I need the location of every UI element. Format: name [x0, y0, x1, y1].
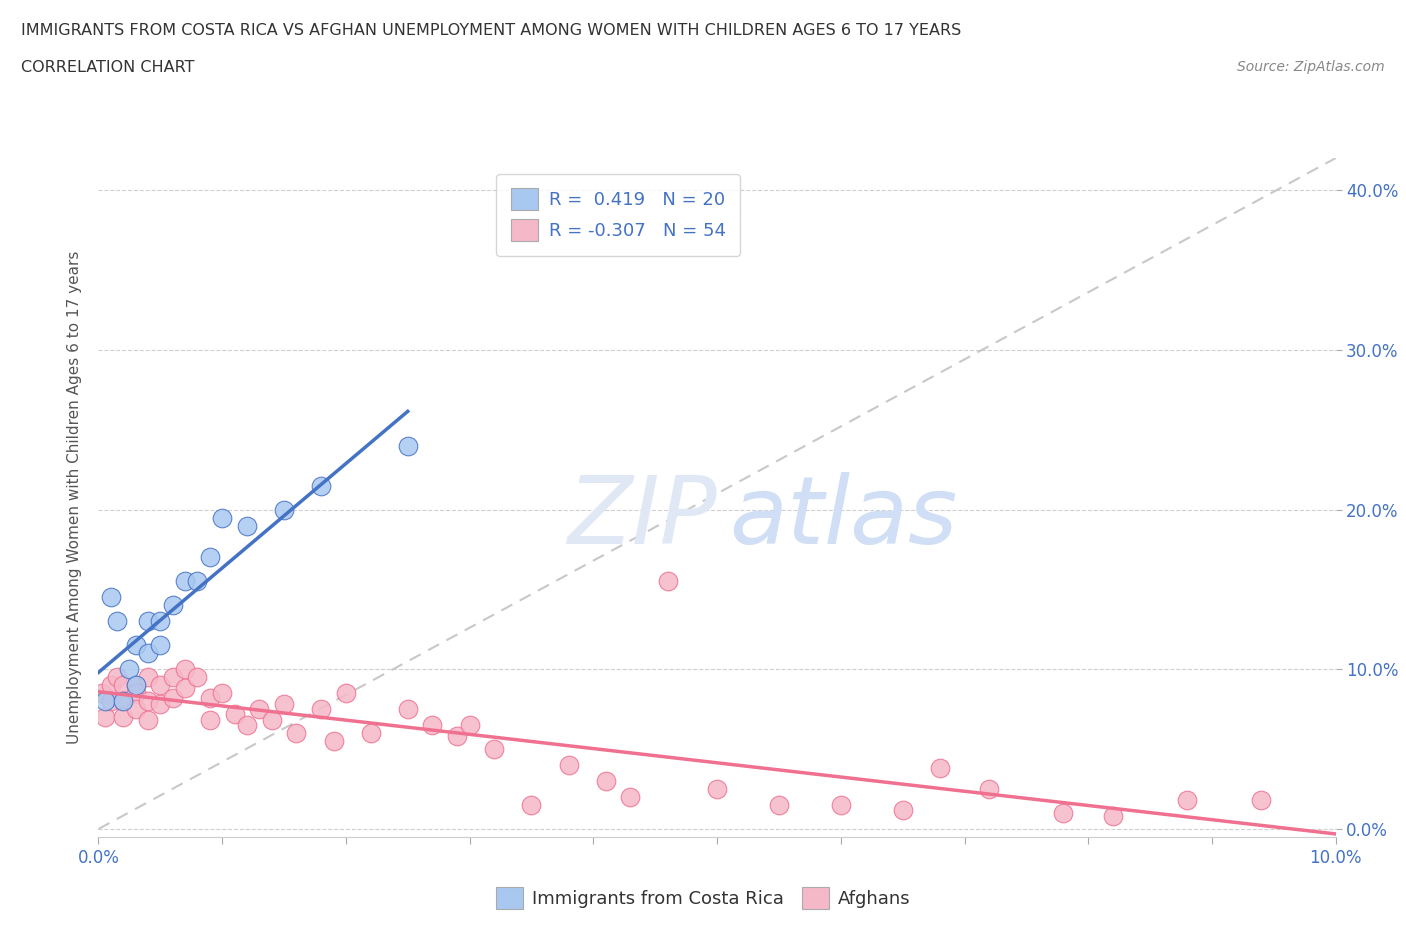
Point — [706, 781, 728, 796]
Point — [198, 691, 221, 706]
Point — [309, 478, 332, 493]
Point — [186, 670, 208, 684]
Point — [118, 662, 141, 677]
Text: atlas: atlas — [730, 472, 957, 564]
Point — [768, 798, 790, 813]
Point — [105, 614, 128, 629]
Point — [100, 694, 122, 709]
Point — [224, 707, 246, 722]
Point — [100, 678, 122, 693]
Point — [360, 725, 382, 740]
Point — [198, 550, 221, 565]
Point — [236, 518, 259, 533]
Point — [112, 678, 135, 693]
Point — [162, 691, 184, 706]
Point — [174, 574, 197, 589]
Point — [124, 678, 146, 693]
Point — [446, 729, 468, 744]
Point — [1102, 809, 1125, 824]
Point — [273, 697, 295, 711]
Point — [136, 614, 159, 629]
Point — [520, 798, 543, 813]
Point — [557, 758, 579, 773]
Point — [136, 713, 159, 728]
Point — [149, 697, 172, 711]
Point — [124, 638, 146, 653]
Point — [830, 798, 852, 813]
Point — [198, 713, 221, 728]
Point — [149, 638, 172, 653]
Point — [928, 761, 950, 776]
Point — [1052, 805, 1074, 820]
Point — [322, 734, 344, 749]
Point — [149, 678, 172, 693]
Text: ZIP: ZIP — [568, 472, 717, 564]
Point — [236, 718, 259, 733]
Point — [124, 685, 146, 700]
Point — [619, 790, 641, 804]
Point — [260, 713, 283, 728]
Text: Source: ZipAtlas.com: Source: ZipAtlas.com — [1237, 60, 1385, 74]
Point — [112, 710, 135, 724]
Point — [105, 670, 128, 684]
Point — [112, 694, 135, 709]
Point — [91, 685, 114, 700]
Point — [112, 694, 135, 709]
Point — [335, 685, 357, 700]
Point — [285, 725, 308, 740]
Point — [93, 694, 115, 709]
Point — [186, 574, 208, 589]
Point — [211, 510, 233, 525]
Legend: Immigrants from Costa Rica, Afghans: Immigrants from Costa Rica, Afghans — [488, 880, 918, 916]
Point — [211, 685, 233, 700]
Text: CORRELATION CHART: CORRELATION CHART — [21, 60, 194, 75]
Point — [174, 662, 197, 677]
Point — [100, 590, 122, 604]
Point — [136, 645, 159, 660]
Point — [657, 574, 679, 589]
Point — [124, 702, 146, 717]
Point — [422, 718, 444, 733]
Point — [149, 614, 172, 629]
Point — [309, 702, 332, 717]
Point — [136, 670, 159, 684]
Point — [979, 781, 1001, 796]
Point — [396, 438, 419, 453]
Point — [458, 718, 481, 733]
Point — [1250, 792, 1272, 807]
Point — [93, 710, 115, 724]
Legend: R =  0.419   N = 20, R = -0.307   N = 54: R = 0.419 N = 20, R = -0.307 N = 54 — [496, 174, 740, 256]
Point — [124, 678, 146, 693]
Point — [273, 502, 295, 517]
Point — [162, 598, 184, 613]
Point — [595, 774, 617, 789]
Point — [136, 694, 159, 709]
Point — [174, 681, 197, 696]
Y-axis label: Unemployment Among Women with Children Ages 6 to 17 years: Unemployment Among Women with Children A… — [67, 251, 83, 744]
Point — [1175, 792, 1198, 807]
Point — [247, 702, 270, 717]
Point — [396, 702, 419, 717]
Point — [484, 742, 506, 757]
Point — [162, 670, 184, 684]
Text: IMMIGRANTS FROM COSTA RICA VS AFGHAN UNEMPLOYMENT AMONG WOMEN WITH CHILDREN AGES: IMMIGRANTS FROM COSTA RICA VS AFGHAN UNE… — [21, 23, 962, 38]
Point — [891, 803, 914, 817]
